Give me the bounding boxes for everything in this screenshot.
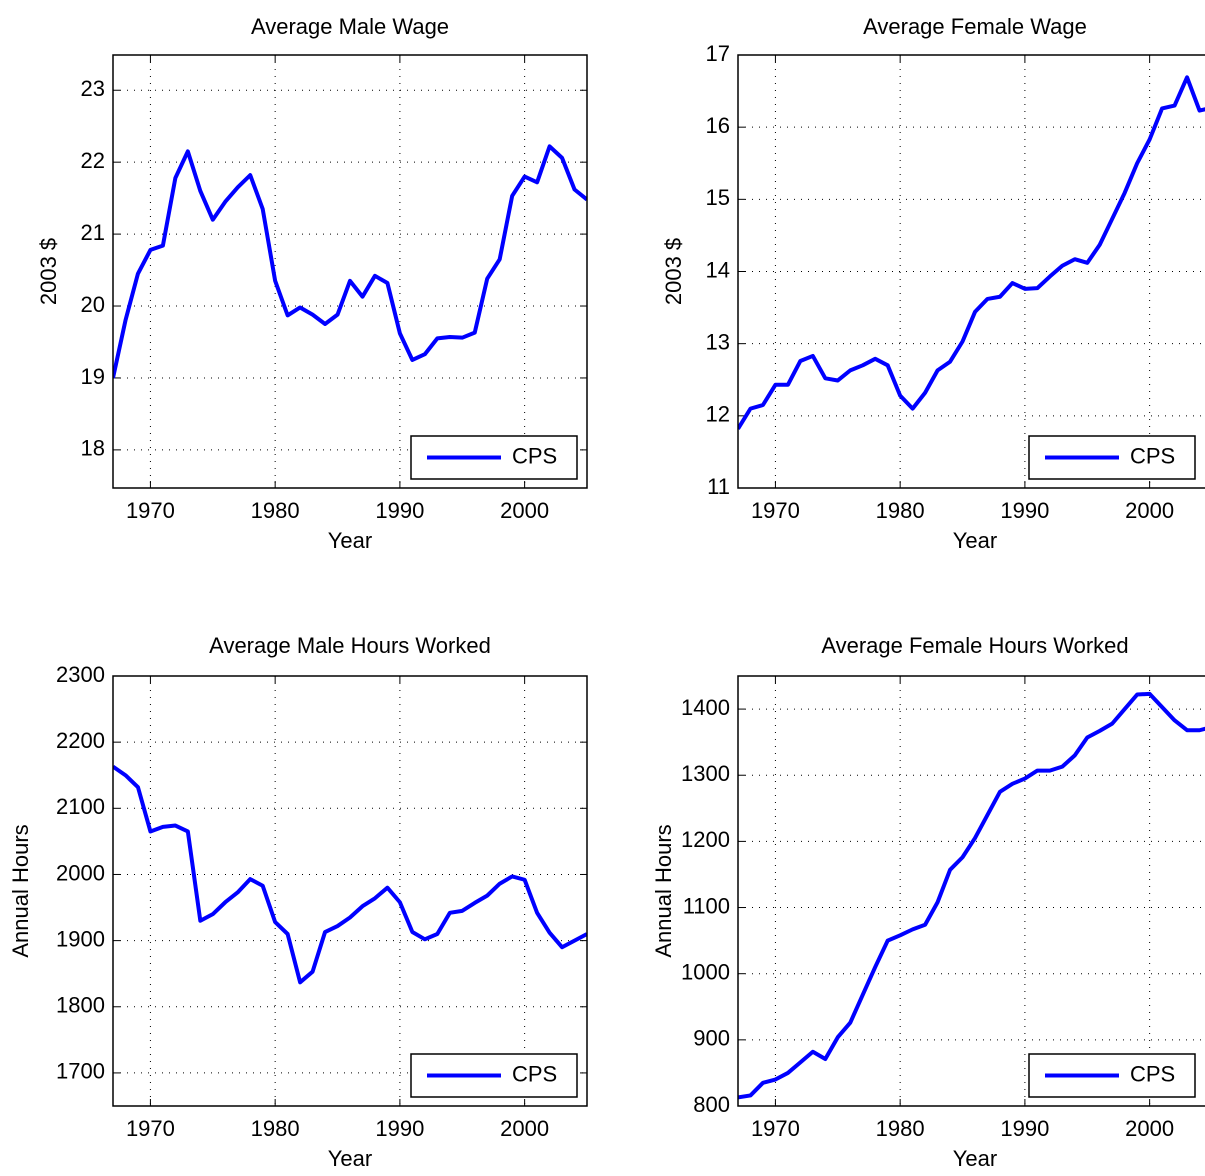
data-line [113, 144, 587, 379]
plot-area [113, 676, 587, 1106]
axes-box [112, 54, 588, 489]
x-tick-label: 2000 [500, 498, 549, 523]
y-tick-label: 18 [81, 436, 105, 461]
y-tick-label: 23 [81, 76, 105, 101]
axes-box [737, 675, 1205, 1107]
legend-label: CPS [512, 443, 557, 468]
y-tick-label: 2000 [56, 860, 105, 885]
chart-title: Average Male Wage [251, 14, 449, 39]
y-tick-label: 2200 [56, 728, 105, 753]
y-axis-label: Annual Hours [8, 824, 33, 957]
data-line [113, 764, 587, 985]
y-tick-label: 1200 [681, 827, 730, 852]
y-tick-label: 800 [693, 1092, 730, 1117]
x-tick-label: 1970 [751, 1116, 800, 1141]
y-tick-label: 20 [81, 292, 105, 317]
y-tick-label: 1400 [681, 695, 730, 720]
x-tick-label: 1970 [126, 1116, 175, 1141]
x-tick-label: 1980 [251, 1116, 300, 1141]
x-axis-label: Year [953, 1146, 997, 1171]
y-tick-label: 2300 [56, 662, 105, 687]
x-tick-label: 1990 [1000, 1116, 1049, 1141]
axes-box [737, 54, 1205, 489]
y-tick-label: 14 [706, 257, 730, 282]
legend-label: CPS [1130, 1061, 1175, 1086]
axes-box [112, 675, 588, 1107]
y-tick-label: 900 [693, 1026, 730, 1051]
x-tick-label: 1970 [751, 498, 800, 523]
x-axis-label: Year [328, 528, 372, 553]
x-tick-label: 1990 [375, 1116, 424, 1141]
plot-area [738, 676, 1205, 1106]
y-tick-label: 13 [706, 329, 730, 354]
x-tick-label: 1970 [126, 498, 175, 523]
chart-title: Average Female Wage [863, 14, 1087, 39]
y-tick-label: 15 [706, 185, 730, 210]
x-tick-label: 1990 [375, 498, 424, 523]
y-axis-label: 2003 $ [36, 238, 61, 305]
y-tick-label: 1700 [56, 1059, 105, 1084]
chart-title: Average Female Hours Worked [821, 633, 1128, 658]
x-tick-label: 2000 [500, 1116, 549, 1141]
y-tick-label: 17 [706, 41, 730, 66]
plot-area [113, 55, 587, 488]
legend-label: CPS [512, 1061, 557, 1086]
y-tick-label: 1300 [681, 761, 730, 786]
x-tick-label: 1990 [1000, 498, 1049, 523]
x-tick-label: 1980 [876, 1116, 925, 1141]
x-tick-label: 1980 [876, 498, 925, 523]
y-tick-label: 2100 [56, 794, 105, 819]
y-tick-label: 11 [707, 474, 730, 499]
y-axis-label: Annual Hours [651, 824, 676, 957]
data-line [738, 75, 1205, 430]
x-axis-label: Year [953, 528, 997, 553]
y-axis-label: 2003 $ [661, 238, 686, 305]
y-tick-label: 22 [81, 148, 105, 173]
y-tick-label: 21 [81, 220, 105, 245]
y-tick-label: 1900 [56, 926, 105, 951]
x-tick-label: 2000 [1125, 498, 1174, 523]
x-axis-label: Year [328, 1146, 372, 1171]
y-tick-label: 1100 [683, 893, 730, 918]
x-tick-label: 1980 [251, 498, 300, 523]
legend-label: CPS [1130, 443, 1175, 468]
data-line [738, 691, 1205, 1100]
y-tick-label: 12 [706, 402, 730, 427]
y-tick-label: 16 [706, 113, 730, 138]
x-tick-label: 2000 [1125, 1116, 1174, 1141]
y-tick-label: 19 [81, 364, 105, 389]
y-tick-label: 1800 [56, 993, 105, 1018]
y-tick-label: 1000 [681, 960, 730, 985]
chart-title: Average Male Hours Worked [209, 633, 491, 658]
